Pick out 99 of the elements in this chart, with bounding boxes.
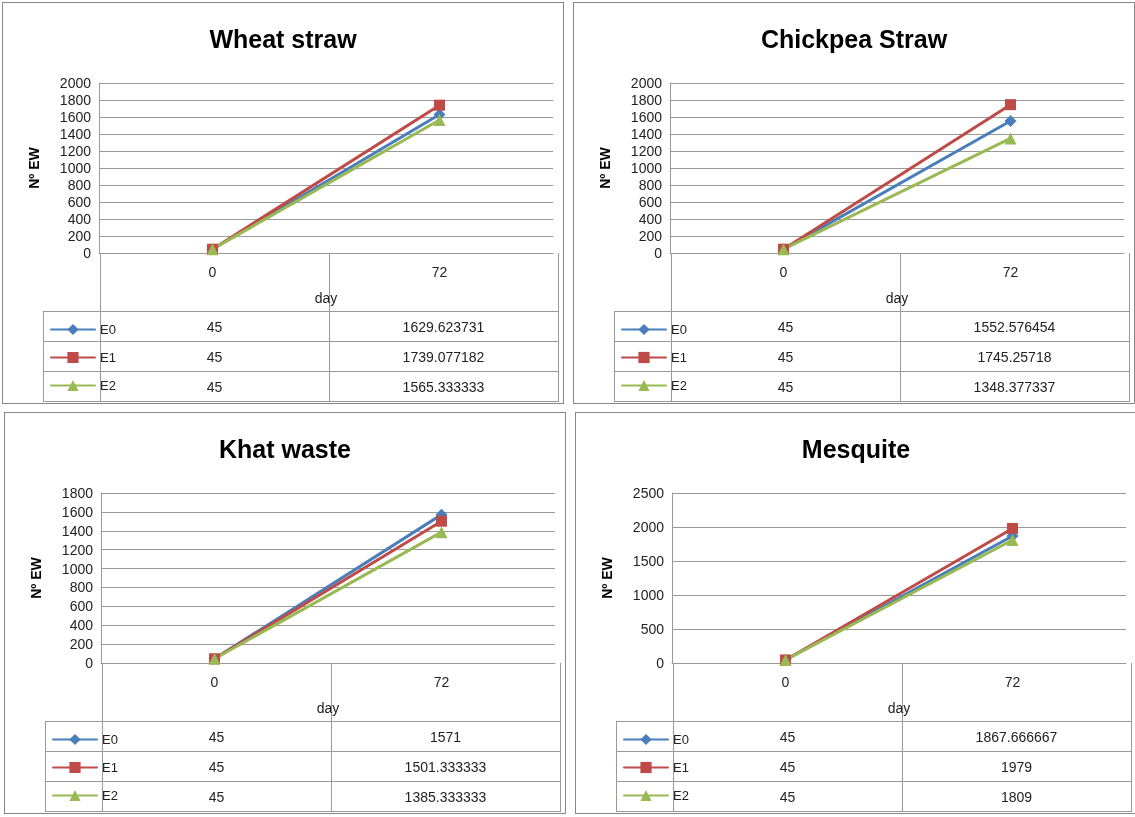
data-label: 1552.576454 bbox=[900, 311, 1129, 342]
y-axis-title: Nº EW bbox=[599, 556, 615, 599]
data-label: 45 bbox=[208, 728, 225, 745]
y-tick-label: 1800 bbox=[630, 92, 663, 108]
data-label: 45 bbox=[777, 378, 794, 395]
y-tick-label: 1800 bbox=[59, 92, 92, 108]
y-tick-label: 0 bbox=[83, 245, 92, 261]
y-tick-label: 1000 bbox=[61, 560, 94, 577]
data-label: 45 bbox=[777, 318, 794, 335]
y-tick-label: 1800 bbox=[61, 485, 94, 501]
y-tick-label: 1400 bbox=[61, 522, 94, 539]
data-label: 1348.377337 bbox=[900, 371, 1129, 402]
y-tick-label: 1200 bbox=[61, 541, 94, 558]
chart-title: Khat waste bbox=[219, 434, 352, 463]
y-tick-label: 600 bbox=[69, 598, 94, 615]
x-axis-title: day bbox=[887, 700, 911, 716]
data-label: 45 bbox=[779, 728, 796, 745]
chart-title: Mesquite bbox=[801, 434, 911, 463]
data-label: 45 bbox=[208, 788, 225, 805]
y-tick-label: 2500 bbox=[632, 485, 665, 501]
y-tick-label: 800 bbox=[67, 177, 92, 193]
x-tick-label: 72 bbox=[1002, 264, 1019, 280]
y-tick-label: 1600 bbox=[630, 109, 663, 125]
x-tick-label: 72 bbox=[1004, 674, 1021, 690]
y-tick-label: 0 bbox=[85, 655, 94, 671]
data-label: 1501.333333 bbox=[331, 751, 560, 782]
chart-title: Wheat straw bbox=[209, 24, 358, 53]
data-label: 45 bbox=[206, 348, 223, 365]
data-label: 45 bbox=[206, 318, 223, 335]
data-label: 1739.077182 bbox=[329, 341, 558, 372]
y-tick-label: 200 bbox=[69, 636, 94, 653]
y-tick-label: 0 bbox=[656, 655, 665, 671]
y-tick-label: 200 bbox=[638, 228, 663, 244]
data-label: 1385.333333 bbox=[331, 781, 560, 812]
data-label: 1979 bbox=[902, 751, 1131, 782]
point bbox=[1005, 99, 1016, 111]
x-axis-title: day bbox=[314, 290, 338, 306]
y-tick-label: 1600 bbox=[61, 503, 94, 520]
data-label: 1745.25718 bbox=[900, 341, 1129, 372]
legend-label: E0 bbox=[102, 732, 118, 747]
data-label: 45 bbox=[208, 758, 225, 775]
data-label: 45 bbox=[779, 758, 796, 775]
x-tick-label: 0 bbox=[210, 674, 219, 690]
data-label: 45 bbox=[206, 378, 223, 395]
x-axis-title: day bbox=[316, 700, 340, 716]
legend-label: E2 bbox=[102, 788, 118, 803]
legend-label: E0 bbox=[671, 322, 687, 337]
legend-label: E0 bbox=[100, 322, 116, 337]
y-tick-label: 1000 bbox=[59, 160, 92, 176]
point bbox=[1004, 115, 1017, 128]
y-tick-label: 800 bbox=[638, 177, 663, 193]
y-tick-label: 500 bbox=[640, 621, 665, 637]
y-tick-label: 200 bbox=[67, 228, 92, 244]
y-tick-label: 1600 bbox=[59, 109, 92, 125]
y-tick-label: 400 bbox=[67, 211, 92, 227]
legend-label: E2 bbox=[671, 378, 687, 393]
y-tick-label: 0 bbox=[654, 245, 663, 261]
y-axis-title: Nº EW bbox=[28, 556, 44, 599]
y-tick-label: 1400 bbox=[630, 126, 663, 142]
y-tick-label: 2000 bbox=[59, 75, 92, 91]
y-tick-label: 400 bbox=[69, 617, 94, 634]
data-label: 1809 bbox=[902, 781, 1131, 812]
x-tick-label: 72 bbox=[431, 264, 448, 280]
data-label: 1565.333333 bbox=[329, 371, 558, 402]
data-label: 1867.666667 bbox=[902, 721, 1131, 752]
legend-label: E1 bbox=[100, 350, 116, 365]
point bbox=[434, 99, 445, 111]
data-label: 45 bbox=[777, 348, 794, 365]
legend-label: E1 bbox=[673, 760, 689, 775]
y-tick-label: 1400 bbox=[59, 126, 92, 142]
legend-label: E0 bbox=[673, 732, 689, 747]
x-axis-title: day bbox=[885, 290, 909, 306]
y-tick-label: 1500 bbox=[632, 553, 665, 569]
y-tick-label: 800 bbox=[69, 579, 94, 596]
x-tick-label: 0 bbox=[208, 264, 217, 280]
x-tick-label: 72 bbox=[433, 674, 450, 690]
y-tick-label: 1000 bbox=[630, 160, 663, 176]
y-tick-label: 600 bbox=[638, 194, 663, 210]
legend-label: E1 bbox=[102, 760, 118, 775]
chart-title: Chickpea Straw bbox=[760, 24, 948, 53]
y-tick-label: 1200 bbox=[630, 143, 663, 159]
x-tick-label: 0 bbox=[779, 264, 788, 280]
data-label: 1571 bbox=[331, 721, 560, 752]
point bbox=[436, 515, 447, 527]
y-tick-label: 1000 bbox=[632, 587, 665, 603]
data-label: 1629.623731 bbox=[329, 311, 558, 342]
y-tick-label: 1200 bbox=[59, 143, 92, 159]
x-tick-label: 0 bbox=[781, 674, 790, 690]
y-tick-label: 2000 bbox=[632, 519, 665, 535]
point bbox=[1007, 522, 1018, 534]
legend-label: E2 bbox=[673, 788, 689, 803]
legend-label: E1 bbox=[671, 350, 687, 365]
y-tick-label: 600 bbox=[67, 194, 92, 210]
legend-label: E2 bbox=[100, 378, 116, 393]
data-label: 45 bbox=[779, 788, 796, 805]
y-tick-label: 400 bbox=[638, 211, 663, 227]
y-tick-label: 2000 bbox=[630, 75, 663, 91]
y-axis-title: Nº EW bbox=[597, 146, 613, 189]
y-axis-title: Nº EW bbox=[26, 146, 42, 189]
